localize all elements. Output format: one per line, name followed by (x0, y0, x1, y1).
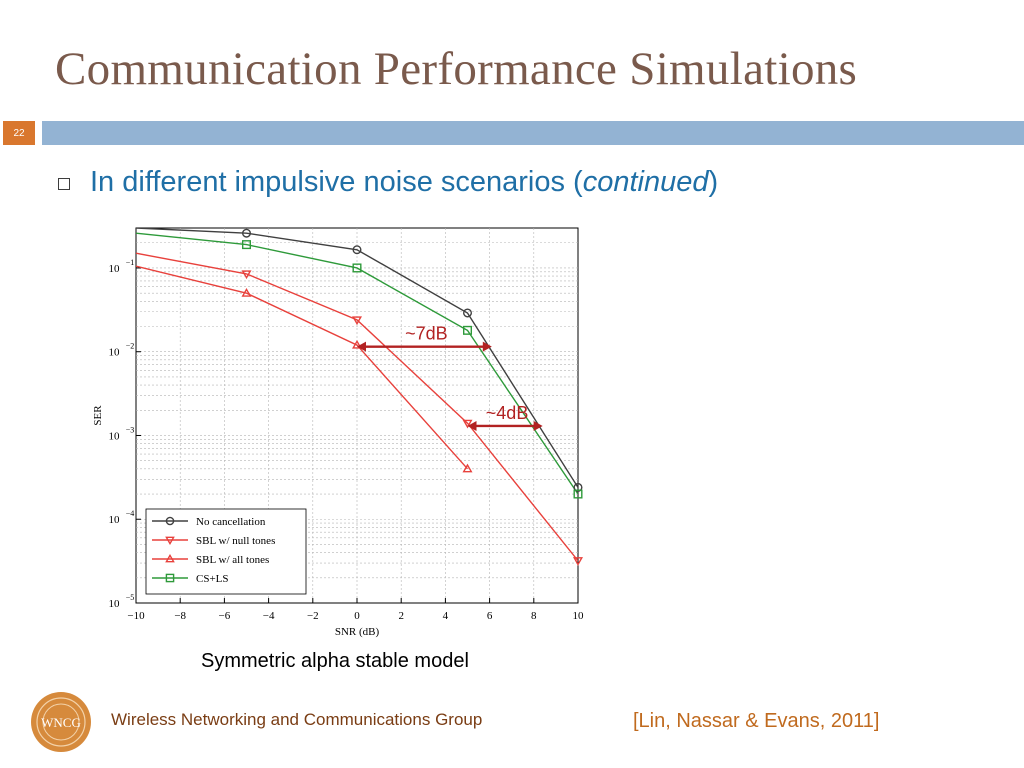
citation: [Lin, Nassar & Evans, 2011] (633, 710, 880, 732)
series-layer (136, 228, 578, 562)
x-tick-label: 10 (573, 610, 585, 622)
x-tick-label: −6 (219, 610, 231, 622)
page-number: 22 (13, 127, 25, 139)
data-point (352, 263, 362, 273)
x-tick-label: 2 (398, 610, 404, 622)
y-tick-label: 10 (109, 347, 121, 359)
y-tick-label: 10 (109, 514, 121, 526)
logo-text: WNCG (41, 715, 81, 730)
slide-title: Communication Performance Simulations (55, 43, 858, 95)
y-tick-exponent: −1 (126, 258, 135, 267)
y-axis-label: SER (92, 405, 104, 426)
x-tick-label: −8 (174, 610, 186, 622)
data-point (165, 516, 175, 526)
x-tick-label: 4 (443, 610, 449, 622)
data-point (463, 325, 473, 335)
data-point (573, 482, 583, 492)
bullet-item: In different impulsive noise scenarios (… (58, 166, 718, 199)
x-tick-label: −4 (263, 610, 275, 622)
page-number-badge: 22 (3, 121, 35, 145)
bullet-text-prefix: In different impulsive noise scenarios ( (90, 166, 583, 198)
data-point (352, 245, 362, 255)
x-tick-label: 8 (531, 610, 537, 622)
data-point (351, 316, 363, 326)
legend-label: SBL w/ null tones (196, 535, 275, 547)
bullet-text-suffix: ) (708, 166, 719, 198)
legend-label: CS+LS (196, 573, 229, 585)
x-tick-label: −10 (127, 610, 145, 622)
data-point (573, 489, 583, 499)
data-point (165, 536, 175, 546)
x-axis-label: SNR (dB) (335, 626, 380, 638)
data-point (165, 573, 175, 583)
y-tick-label: 10 (109, 263, 121, 275)
title-accent-bar (42, 121, 1024, 145)
y-tick-exponent: −2 (126, 342, 135, 351)
x-tick-label: 0 (354, 610, 360, 622)
data-point (241, 228, 251, 238)
data-point (241, 240, 251, 250)
series-line (136, 232, 578, 495)
annotation-label: ~4dB (486, 403, 529, 423)
ser-vs-snr-chart: −10 −8 −6 −4 −2 0 2 4 6 8 10 10 −1 10 −2 10 −3 10 −4 10 −5 SN… (92, 227, 585, 638)
y-tick-label: 10 (109, 430, 121, 442)
legend-label: No cancellation (196, 516, 266, 528)
x-tick-label: −2 (307, 610, 319, 622)
data-point (165, 553, 175, 563)
group-name: Wireless Networking and Communications G… (111, 710, 483, 729)
y-tick-exponent: −3 (126, 425, 135, 434)
data-point (462, 463, 473, 473)
x-tick-label: 6 (487, 610, 493, 622)
legend-label: SBL w/ all tones (196, 554, 269, 566)
data-point (241, 270, 252, 280)
annotation-arrowhead-left (467, 420, 477, 431)
data-point (351, 339, 363, 349)
series-line (136, 228, 578, 488)
data-point (572, 557, 584, 566)
annotation-arrowhead-right (533, 420, 543, 431)
data-point (463, 308, 473, 318)
bullet-text: In different impulsive noise scenarios (… (90, 166, 718, 199)
annotation-label: ~7dB (405, 324, 448, 344)
wncg-logo-icon: WNCG (31, 692, 91, 752)
square-bullet-icon (58, 178, 70, 190)
data-point (462, 419, 473, 429)
annotation-arrowhead-left (357, 341, 366, 352)
y-tick-exponent: −4 (126, 509, 135, 518)
y-tick-exponent: −5 (126, 593, 135, 602)
figure-caption: Symmetric alpha stable model (201, 650, 469, 672)
series-line (136, 265, 469, 470)
annotation-arrowhead-right (482, 341, 492, 352)
data-point (241, 287, 252, 297)
bullet-text-emphasis: continued (582, 166, 709, 198)
legend: No cancellation SBL w/ null tones SBL w/ a… (145, 508, 307, 595)
y-tick-label: 10 (109, 598, 121, 610)
series-line (136, 252, 578, 562)
